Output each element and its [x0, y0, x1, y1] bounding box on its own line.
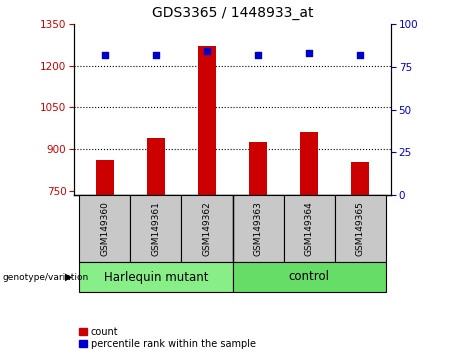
Text: genotype/variation: genotype/variation [2, 273, 89, 281]
Bar [147, 138, 165, 195]
Text: Harlequin mutant: Harlequin mutant [104, 270, 208, 284]
Title: GDS3365 / 1448933_at: GDS3365 / 1448933_at [152, 6, 313, 20]
Bar [198, 46, 216, 195]
Text: GSM149364: GSM149364 [305, 201, 313, 256]
Point [152, 52, 160, 58]
Bar [249, 142, 267, 195]
Bar [232, 262, 386, 292]
Text: GSM149361: GSM149361 [151, 201, 160, 256]
Text: GSM149360: GSM149360 [100, 201, 109, 256]
Bar [335, 195, 386, 262]
Text: ▶: ▶ [65, 272, 72, 282]
Bar [79, 195, 130, 262]
Point [357, 52, 364, 58]
Bar [96, 160, 113, 195]
Text: control: control [289, 270, 330, 284]
Text: GSM149365: GSM149365 [356, 201, 365, 256]
Text: GSM149362: GSM149362 [202, 201, 212, 256]
Bar [79, 262, 232, 292]
Point [203, 48, 211, 54]
Bar [232, 195, 284, 262]
Bar [130, 195, 181, 262]
Legend: count, percentile rank within the sample: count, percentile rank within the sample [79, 327, 255, 349]
Bar [351, 162, 369, 195]
Bar [181, 195, 232, 262]
Bar [300, 132, 318, 195]
Point [254, 52, 262, 58]
Bar [284, 195, 335, 262]
Point [306, 50, 313, 56]
Point [101, 52, 108, 58]
Text: GSM149363: GSM149363 [254, 201, 263, 256]
